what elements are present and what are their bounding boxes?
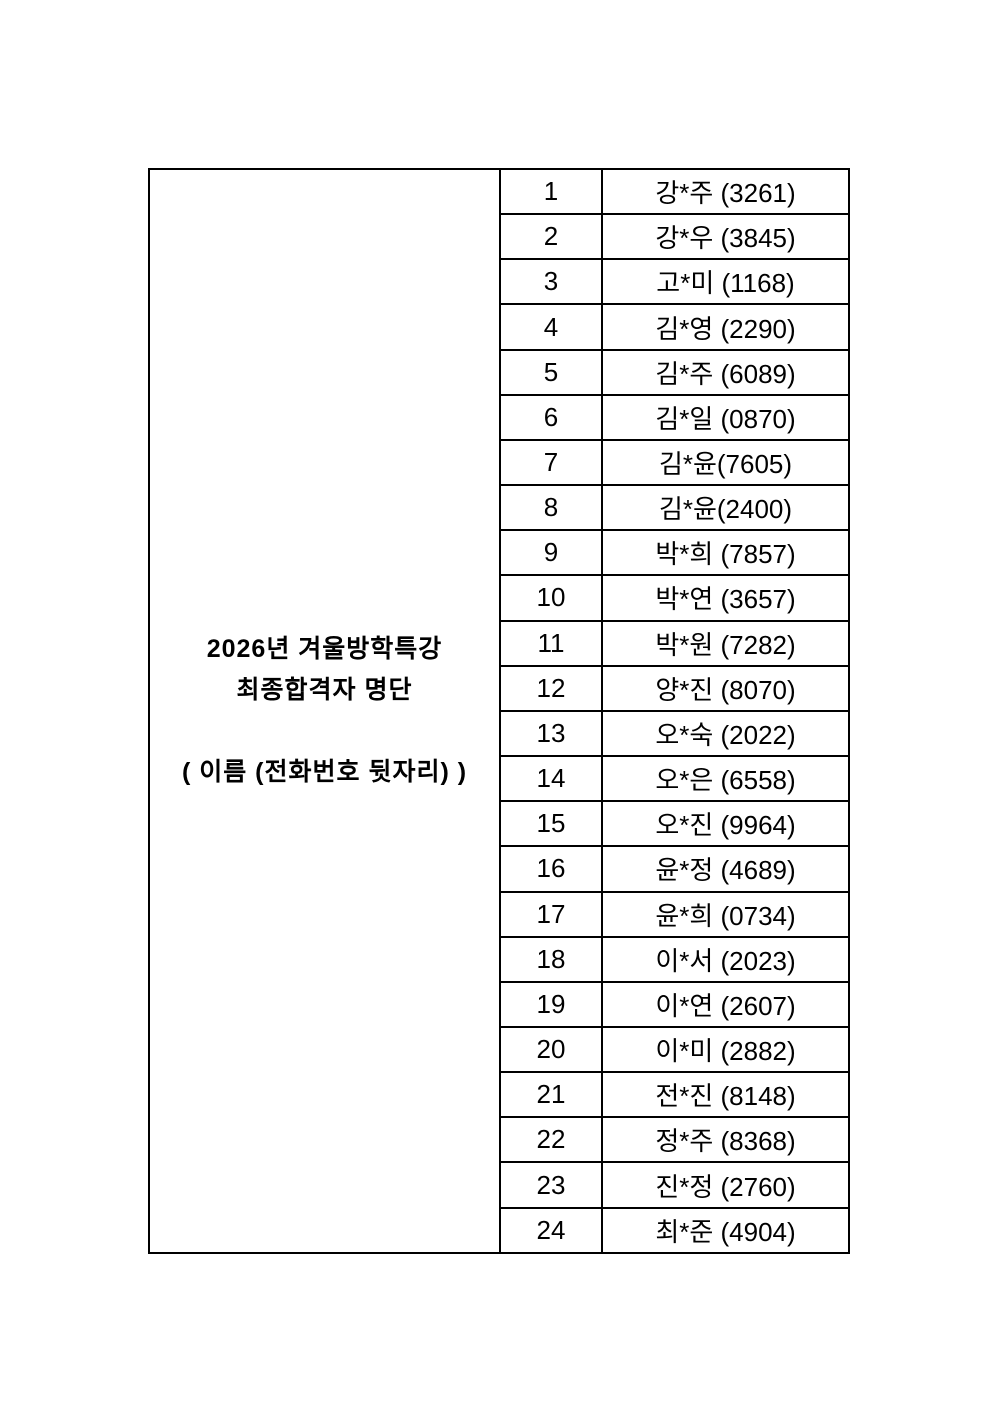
row-number: 17 <box>499 890 603 938</box>
table-row: 7 김*윤(7605) <box>149 438 850 487</box>
list-title-line-1: 2026년 겨울방학특강 <box>206 635 443 663</box>
table-row: 20 이*미 (2882) <box>149 1025 850 1074</box>
row-name-phone: 오*숙 (2022) <box>601 709 850 758</box>
row-number: 12 <box>499 664 603 712</box>
row-number: 11 <box>499 619 603 667</box>
row-name-phone: 이*미 (2882) <box>601 1025 850 1074</box>
row-number: 23 <box>499 1161 603 1209</box>
row-name-phone: 김*일 (0870) <box>601 393 850 441</box>
row-number: 20 <box>499 1025 603 1074</box>
table-row: 22 정*주 (8368) <box>149 1116 850 1164</box>
row-name-phone: 김*주 (6089) <box>601 348 850 396</box>
row-number: 24 <box>499 1206 603 1255</box>
row-number: 7 <box>499 438 603 487</box>
row-name-phone: 김*윤(7605) <box>601 438 850 487</box>
table-row: 9 박*희 (7857) <box>149 529 850 577</box>
row-number: 16 <box>499 845 603 893</box>
row-number: 8 <box>499 484 603 532</box>
row-number: 1 <box>499 167 603 216</box>
row-name-phone: 강*우 (3845) <box>601 213 850 261</box>
table-row: 18 이*서 (2023) <box>149 935 850 983</box>
row-number: 5 <box>499 348 603 396</box>
row-number: 14 <box>499 755 603 803</box>
table-row: 14 오*은 (6558) <box>149 755 850 803</box>
table-row: 5 김*주 (6089) <box>149 348 850 396</box>
row-name-phone: 이*연 (2607) <box>601 980 850 1028</box>
table-row: 12 양*진 (8070) <box>149 664 850 712</box>
table-row: 24 최*준 (4904) <box>149 1206 850 1255</box>
table-row: 11 박*원 (7282) <box>149 619 850 667</box>
row-number: 3 <box>499 258 603 306</box>
row-name-phone: 윤*희 (0734) <box>601 890 850 938</box>
table-row: 15 오*진 (9964) <box>149 800 850 848</box>
row-name-phone: 정*주 (8368) <box>601 1116 850 1164</box>
row-name-phone: 박*원 (7282) <box>601 619 850 667</box>
table-row: 2 강*우 (3845) <box>149 213 850 261</box>
table-row: 10 박*연 (3657) <box>149 574 850 622</box>
row-name-phone: 김*윤(2400) <box>601 484 850 532</box>
table-row: 13 오*숙 (2022) <box>149 709 850 758</box>
table-row: 8 김*윤(2400) <box>149 484 850 532</box>
row-name-phone: 오*은 (6558) <box>601 755 850 803</box>
row-number: 13 <box>499 709 603 758</box>
table-row: 3 고*미 (1168) <box>149 258 850 306</box>
row-name-phone: 강*주 (3261) <box>601 167 850 216</box>
title-gap <box>150 711 499 752</box>
row-name-phone: 전*진 (8148) <box>601 1071 850 1119</box>
row-number: 2 <box>499 213 603 261</box>
row-name-phone: 최*준 (4904) <box>601 1206 850 1255</box>
table-row: 17 윤*희 (0734) <box>149 890 850 938</box>
row-number: 18 <box>499 935 603 983</box>
row-number: 21 <box>499 1071 603 1119</box>
table-row: 16 윤*정 (4689) <box>149 845 850 893</box>
table-row: 21 전*진 (8148) <box>149 1071 850 1119</box>
row-name-phone: 고*미 (1168) <box>601 258 850 306</box>
table-row: 23 진*정 (2760) <box>149 1161 850 1209</box>
row-number: 15 <box>499 800 603 848</box>
row-number: 19 <box>499 980 603 1028</box>
row-name-phone: 진*정 (2760) <box>601 1161 850 1209</box>
list-title-line-2: 최종합격자 명단 <box>236 676 413 704</box>
table-row: 4 김*영 (2290) <box>149 303 850 351</box>
list-format-note: ( 이름 (전화번호 뒷자리) ) <box>181 758 468 786</box>
row-number: 10 <box>499 574 603 622</box>
table-row: 19 이*연 (2607) <box>149 980 850 1028</box>
row-number: 9 <box>499 529 603 577</box>
row-number: 6 <box>499 393 603 441</box>
row-number: 4 <box>499 303 603 351</box>
row-name-phone: 오*진 (9964) <box>601 800 850 848</box>
row-name-phone: 이*서 (2023) <box>601 935 850 983</box>
table-row: 6 김*일 (0870) <box>149 393 850 441</box>
row-name-phone: 윤*정 (4689) <box>601 845 850 893</box>
row-number: 22 <box>499 1116 603 1164</box>
row-name-phone: 박*연 (3657) <box>601 574 850 622</box>
row-name-phone: 박*희 (7857) <box>601 529 850 577</box>
row-name-phone: 양*진 (8070) <box>601 664 850 712</box>
row-name-phone: 김*영 (2290) <box>601 303 850 351</box>
